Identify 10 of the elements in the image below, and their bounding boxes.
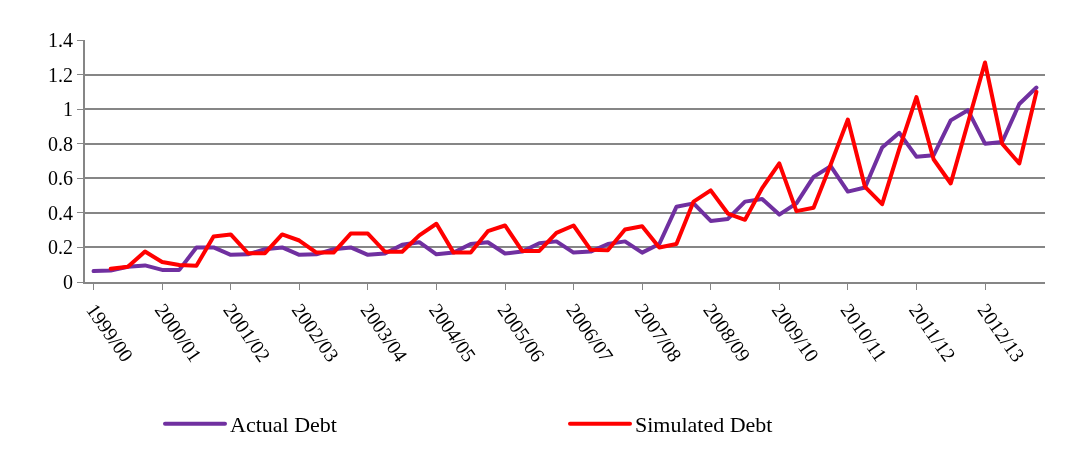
y-tick-label: 0.2 <box>48 236 73 259</box>
y-tick-label: 1.4 <box>48 29 73 51</box>
y-tick-label: 0.6 <box>48 167 73 190</box>
legend-label: Simulated Debt <box>635 412 773 438</box>
y-tick-label: 1 <box>63 98 73 121</box>
legend-label: Actual Debt <box>230 412 337 438</box>
y-tick-label: 0.4 <box>48 201 73 224</box>
y-tick-label: 1.2 <box>48 63 73 86</box>
y-tick-label: 0.8 <box>48 132 73 155</box>
y-tick-label: 0 <box>63 271 73 293</box>
